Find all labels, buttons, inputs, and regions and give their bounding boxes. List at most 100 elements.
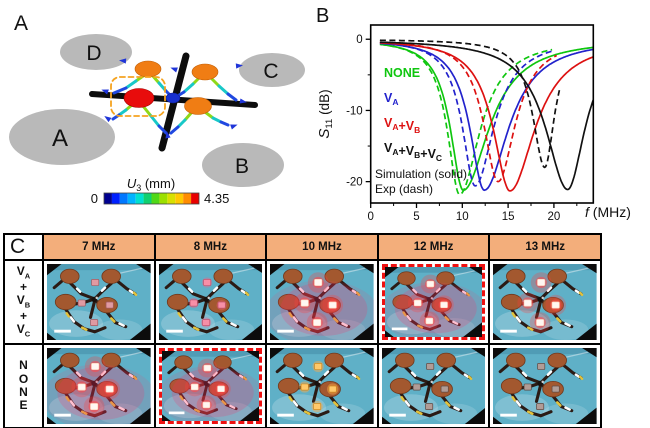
photo — [381, 348, 486, 424]
y-tick-label: -10 — [346, 105, 363, 117]
scale-bar — [165, 329, 183, 333]
region-a-label: A — [52, 125, 68, 152]
x-tick-label: 10 — [456, 211, 469, 223]
s11-curve-va+vb-simulation — [379, 41, 594, 192]
device-photo-cell — [267, 345, 377, 427]
s11-curve-va-experiment — [379, 42, 554, 187]
row-label: VA + VB + VC — [5, 261, 42, 343]
x-tick-label: 20 — [548, 211, 561, 223]
displacement-arrows — [101, 58, 247, 139]
legend: NONE VA VA+VB VA+VB+VC Simulation (solid)Exp… — [375, 66, 467, 196]
scale-bar — [168, 411, 185, 415]
device-photo-cell — [155, 345, 266, 427]
unit-cell-highlight-box — [110, 76, 166, 117]
device-photo-cell — [378, 345, 489, 427]
region-a-ellipse — [9, 109, 115, 165]
region-c-ellipse — [239, 53, 305, 87]
device-photo-cell — [490, 345, 600, 427]
pad-top-right — [191, 63, 219, 81]
region-d-label: D — [86, 42, 101, 65]
device-photo-cell — [378, 261, 489, 343]
scale-bar — [277, 329, 295, 333]
legend-entry: VA — [384, 91, 398, 107]
photo — [47, 348, 151, 424]
colorbar-gradient — [104, 193, 199, 204]
colorbar: U3 (mm) 0 4.35 — [91, 176, 230, 206]
device-photo — [161, 351, 260, 421]
device-photo — [270, 264, 374, 340]
photo — [493, 264, 597, 340]
device-photo-cell — [155, 261, 266, 343]
fem-simulation-graphic: A A B C D — [9, 12, 305, 206]
y-axis-label: S11 (dB) — [316, 89, 335, 138]
scale-bar — [500, 329, 518, 333]
legend-note: Exp (dash) — [375, 182, 433, 196]
s11-curve-va+vb+vc-simulation — [379, 41, 594, 191]
scale-bar — [500, 413, 518, 417]
highlighted-photo — [158, 348, 263, 424]
region-b-ellipse — [202, 143, 284, 187]
pad-left-red — [123, 88, 155, 108]
region-c-label: C — [263, 60, 278, 83]
s11-curve-va-simulation — [379, 42, 594, 192]
x-tick-label: 5 — [413, 211, 419, 223]
frequency-header-cell: 12 MHz — [378, 235, 489, 259]
fem-structure — [89, 52, 258, 152]
device-photo — [493, 264, 597, 340]
pad-bottom-right — [184, 97, 212, 115]
device-photo — [384, 267, 483, 337]
legend-entry: VA+VB — [384, 116, 420, 135]
photo — [158, 264, 263, 340]
photo — [493, 348, 597, 424]
legend-note: Simulation (solid) — [375, 167, 467, 181]
x-axis-label: f (MHz) — [585, 204, 631, 220]
pad-top-left — [134, 60, 162, 78]
device-photo-cell — [267, 261, 377, 343]
device-photo-cell — [44, 345, 154, 427]
frequency-header-cell: 13 MHz — [490, 235, 600, 259]
frequency-header-cell: 7 MHz — [44, 235, 154, 259]
s11-chart: B 0 5 10 15 20 0 -10 -20 f (MHz) S11 (dB) NONE VA VA… — [316, 5, 631, 223]
panel-c-label: C — [5, 235, 42, 259]
device-photo — [381, 348, 486, 424]
y-tick-label: -20 — [346, 177, 363, 189]
frequency-header-cell: 10 MHz — [267, 235, 377, 259]
device-photo-cell — [44, 261, 154, 343]
axes: 0 5 10 15 20 0 -10 -20 — [346, 24, 595, 223]
highlighted-photo — [381, 264, 486, 340]
device-photo — [47, 264, 151, 340]
panel-b-s11-chart: B 0 5 10 15 20 0 -10 -20 f (MHz) S11 (dB) NONE VA VA… — [312, 0, 650, 228]
region-b-label: B — [235, 155, 249, 178]
photo — [270, 348, 374, 424]
s11-curve-va+vb+vc-experiment — [379, 39, 561, 169]
scale-bar — [277, 413, 295, 417]
contact-regions: A B C D — [9, 34, 305, 187]
colorbar-title: U3 (mm) — [127, 176, 175, 193]
region-d-ellipse — [60, 34, 132, 70]
legend-entry: VA+VB+VC — [384, 141, 442, 163]
scale-bar — [54, 329, 71, 333]
photo — [270, 264, 374, 340]
device-photo — [47, 348, 151, 424]
device-photo — [493, 348, 597, 424]
scale-bar — [391, 327, 408, 331]
s11-curve-none-experiment — [379, 43, 553, 196]
s11-curves — [379, 39, 594, 196]
colorbar-max: 4.35 — [204, 191, 229, 206]
scale-bar — [54, 413, 71, 417]
device-photo — [158, 264, 263, 340]
panel-b-label: B — [316, 5, 329, 27]
x-tick-label: 0 — [367, 211, 373, 223]
frequency-header-cell: 8 MHz — [155, 235, 266, 259]
legend-entry: NONE — [384, 66, 420, 80]
colorbar-min: 0 — [91, 191, 98, 206]
panel-a-label: A — [14, 12, 28, 35]
s11-curve-va+vb-experiment — [379, 41, 558, 183]
y-tick-label: 0 — [356, 34, 362, 46]
electrode-pads — [123, 60, 219, 115]
center-hub — [165, 92, 181, 104]
x-tick-label: 15 — [502, 211, 515, 223]
